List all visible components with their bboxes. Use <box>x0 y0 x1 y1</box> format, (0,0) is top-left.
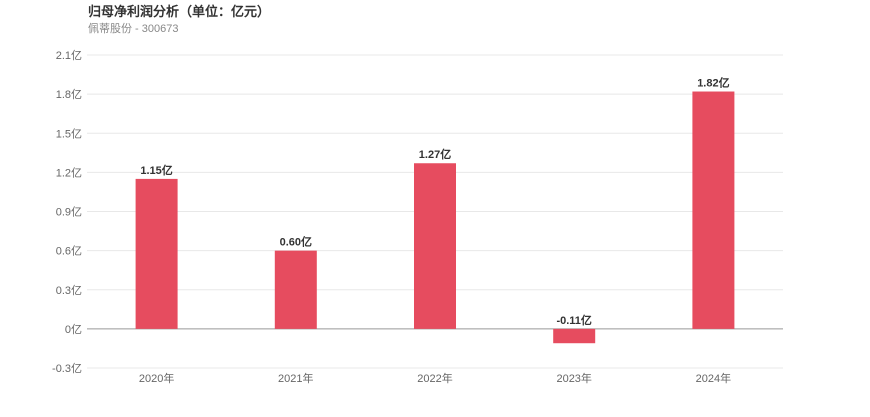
y-tick-label: -0.3亿 <box>52 362 82 375</box>
x-tick-label: 2022年 <box>417 371 452 385</box>
data-label: 1.82亿 <box>697 76 729 90</box>
bar <box>692 91 735 329</box>
bar <box>414 163 456 329</box>
bar <box>553 328 596 344</box>
bar <box>135 178 178 329</box>
y-tick-label: 1.2亿 <box>56 166 82 179</box>
data-label: 0.60亿 <box>280 235 312 249</box>
y-tick-label: 1.5亿 <box>56 127 82 140</box>
chart-title: 归母净利润分析（单位：亿元） <box>88 4 271 19</box>
y-tick-label: 0.9亿 <box>56 206 82 219</box>
bar <box>274 250 317 329</box>
data-label: 1.15亿 <box>140 163 172 177</box>
y-tick-label: 1.8亿 <box>56 88 82 101</box>
data-label: -0.11亿 <box>556 313 591 327</box>
y-tick-label: 0.6亿 <box>56 245 82 258</box>
data-label: 1.27亿 <box>419 147 451 161</box>
chart-subtitle: 佩蒂股份 - 300673 <box>88 23 179 35</box>
x-tick-label: 2020年 <box>139 371 174 385</box>
x-tick-label: 2024年 <box>696 371 731 385</box>
y-tick-label: 0.3亿 <box>56 284 82 297</box>
y-tick-label: 2.1亿 <box>56 49 82 62</box>
x-tick-label: 2023年 <box>556 371 591 385</box>
y-tick-label: 0亿 <box>65 323 82 336</box>
x-tick-label: 2021年 <box>278 371 313 385</box>
